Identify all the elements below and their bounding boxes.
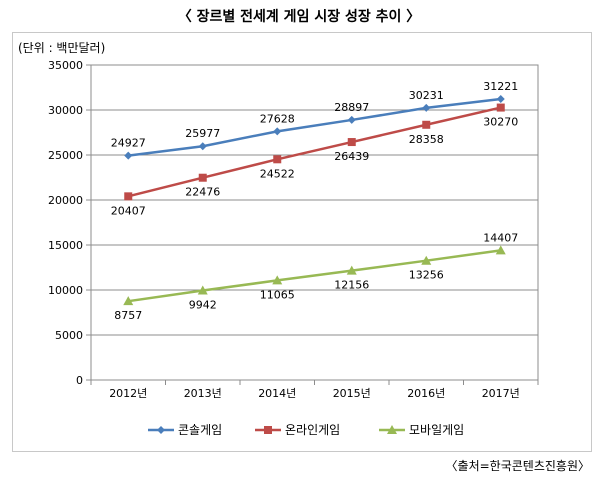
plot-area	[90, 64, 539, 381]
series-line	[128, 249, 501, 303]
data-point	[197, 285, 208, 295]
data-point	[347, 138, 356, 147]
data-label: 25977	[185, 127, 220, 140]
chart-frame	[12, 32, 592, 452]
unit-label: (단위 : 백만달러)	[18, 41, 106, 55]
data-point	[273, 155, 282, 164]
data-label: 30231	[409, 89, 444, 102]
data-label: 31221	[483, 80, 518, 93]
x-tick-label: 2017년	[482, 387, 520, 400]
y-tick-label: 20000	[48, 194, 83, 207]
legend: 콘솔게임 온라인게임 모바일게임	[148, 423, 464, 437]
data-label: 20407	[111, 204, 146, 217]
y-tick-label: 0	[76, 374, 83, 387]
data-label: 13256	[409, 269, 444, 282]
series-square: 20407 22476 24522 26439 28358 30270	[111, 103, 518, 217]
data-point	[124, 151, 133, 160]
data-point	[198, 173, 207, 182]
data-point	[496, 103, 505, 112]
data-point	[273, 127, 282, 136]
data-point	[495, 245, 506, 255]
legend-label: 온라인게임	[285, 423, 340, 437]
legend-label: 콘솔게임	[178, 423, 222, 437]
data-label: 30270	[483, 116, 518, 129]
data-label: 27628	[260, 112, 295, 125]
legend-label: 모바일게임	[409, 423, 464, 437]
series-triangle: 8757 9942 11065 12156 13256 14407	[114, 231, 518, 322]
x-tick-label: 2013년	[184, 387, 222, 400]
data-point	[496, 95, 505, 104]
x-tick-label: 2014년	[258, 387, 296, 400]
legend-marker	[264, 426, 272, 434]
data-label: 28897	[334, 101, 369, 114]
data-label: 26439	[334, 150, 369, 163]
y-tick-label: 30000	[48, 104, 83, 117]
y-tick-label: 15000	[48, 239, 83, 252]
data-point	[346, 265, 357, 275]
y-tick-label: 25000	[48, 149, 83, 162]
data-label: 9942	[189, 299, 217, 312]
series-line	[127, 106, 502, 198]
data-point	[272, 275, 283, 285]
x-tick-label: 2012년	[109, 387, 147, 400]
data-point	[198, 142, 207, 151]
x-tick-label: 2016년	[407, 387, 445, 400]
data-point	[422, 120, 431, 129]
data-label: 11065	[260, 288, 295, 301]
y-tick-label: 35000	[48, 59, 83, 72]
data-label: 24522	[260, 167, 295, 180]
data-point	[124, 192, 133, 201]
chart-title: 〈 장르별 전세계 게임 시장 성장 추이 〉	[177, 9, 421, 25]
data-label: 14407	[483, 231, 518, 244]
series-line	[128, 97, 501, 157]
data-point	[422, 103, 431, 112]
data-point	[347, 115, 356, 124]
data-point	[421, 255, 432, 265]
data-point	[123, 296, 134, 306]
data-label: 12156	[334, 279, 369, 292]
data-label: 8757	[114, 309, 142, 322]
y-tick-label: 10000	[48, 284, 83, 297]
data-label: 28358	[409, 133, 444, 146]
legend-marker	[387, 425, 397, 434]
y-tick-label: 5000	[55, 329, 83, 342]
source-label: 〈출처=한국콘텐츠진흥원〉	[445, 459, 590, 473]
series-diamond: 24927 25977 27628 28897 30231 31221	[111, 80, 518, 160]
data-label: 24927	[111, 137, 146, 150]
x-tick-label: 2015년	[333, 387, 371, 400]
data-label: 22476	[185, 186, 220, 199]
legend-marker	[157, 426, 165, 434]
